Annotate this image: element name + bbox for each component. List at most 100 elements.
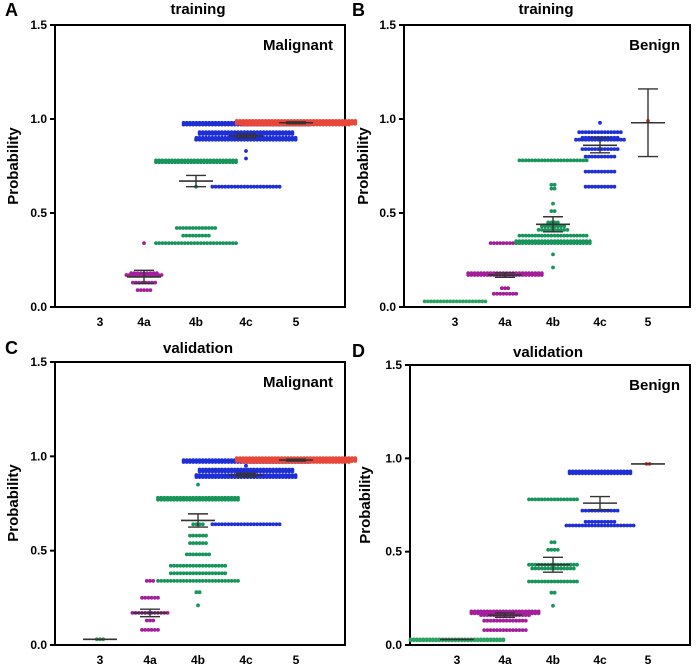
data-point — [232, 475, 237, 479]
y-tick-label: 0.5 — [30, 206, 47, 220]
data-point — [586, 137, 591, 142]
x-tick-label: 3 — [97, 653, 104, 667]
data-point — [615, 147, 620, 152]
data-point — [248, 137, 253, 142]
data-point — [495, 628, 499, 632]
data-point — [562, 158, 567, 163]
data-point — [568, 497, 573, 502]
data-point — [346, 122, 351, 127]
data-point — [533, 579, 538, 584]
data-point — [204, 497, 208, 502]
data-point — [552, 241, 557, 246]
data-point — [599, 471, 604, 476]
data-point — [242, 137, 247, 142]
data-point — [567, 471, 572, 476]
data-point — [258, 137, 263, 142]
data-point — [501, 241, 506, 246]
data-point — [190, 233, 195, 238]
data-point — [156, 273, 161, 277]
data-point — [247, 460, 252, 464]
data-point — [206, 226, 211, 230]
data-point — [593, 471, 598, 476]
data-point — [485, 273, 490, 277]
data-point — [234, 160, 238, 165]
data-point — [434, 638, 439, 643]
data-point — [194, 226, 198, 230]
data-point — [229, 522, 234, 527]
data-point — [583, 154, 588, 159]
data-point — [593, 184, 598, 189]
data-point — [549, 186, 554, 191]
data-point — [580, 137, 585, 142]
data-point — [203, 233, 208, 238]
data-point — [274, 137, 279, 142]
data-point — [162, 579, 167, 583]
data-point — [210, 571, 215, 576]
data-point — [543, 233, 547, 238]
data-point — [451, 299, 456, 304]
data-point — [587, 241, 592, 246]
data-point — [495, 638, 499, 643]
data-point — [491, 628, 496, 632]
data-point — [204, 460, 208, 464]
data-point — [200, 475, 205, 479]
data-point — [232, 469, 237, 474]
data-point — [520, 273, 525, 277]
data-point — [191, 460, 196, 464]
data-point — [575, 158, 579, 163]
data-point — [255, 132, 260, 136]
data-point — [140, 628, 144, 632]
data-point — [467, 299, 472, 304]
data-point — [570, 523, 575, 528]
data-point — [536, 228, 541, 232]
data-point — [625, 471, 630, 476]
data-point — [184, 226, 189, 230]
data-point — [612, 154, 617, 159]
data-point — [168, 497, 173, 502]
data-point — [575, 497, 579, 502]
data-point — [350, 459, 354, 463]
data-point — [148, 579, 152, 583]
x-tick-label: 4b — [191, 653, 205, 667]
x-tick-label: 4a — [143, 653, 157, 667]
data-point — [327, 122, 332, 127]
data-point — [498, 291, 503, 296]
data-point — [609, 130, 614, 135]
data-point — [216, 460, 221, 464]
data-point — [236, 137, 240, 142]
data-point — [206, 233, 211, 238]
data-point — [200, 522, 205, 527]
data-point — [593, 519, 598, 524]
data-point — [188, 497, 192, 502]
data-point — [216, 132, 221, 136]
y-axis-label: Probability — [355, 127, 372, 205]
x-tick-label: 4b — [546, 653, 560, 667]
data-point — [575, 241, 579, 246]
data-point — [577, 471, 582, 476]
data-point — [483, 299, 488, 304]
data-point — [530, 497, 535, 502]
data-point — [271, 475, 276, 479]
data-point — [229, 460, 234, 464]
data-point — [271, 137, 276, 142]
data-point — [324, 460, 329, 464]
data-point — [586, 184, 591, 189]
data-point — [555, 579, 560, 584]
data-point — [480, 299, 485, 304]
data-point — [330, 122, 335, 127]
data-point — [504, 291, 509, 296]
data-point — [543, 224, 547, 229]
data-point — [527, 562, 531, 567]
data-point — [293, 475, 298, 479]
data-point — [149, 628, 154, 632]
data-point — [223, 132, 228, 136]
data-point — [598, 120, 602, 125]
data-point — [277, 469, 282, 474]
data-point — [491, 291, 496, 296]
data-point — [234, 459, 239, 463]
data-point — [571, 158, 576, 163]
data-point — [194, 497, 199, 502]
data-point — [577, 137, 582, 142]
data-point — [536, 566, 541, 571]
data-point — [609, 184, 614, 189]
